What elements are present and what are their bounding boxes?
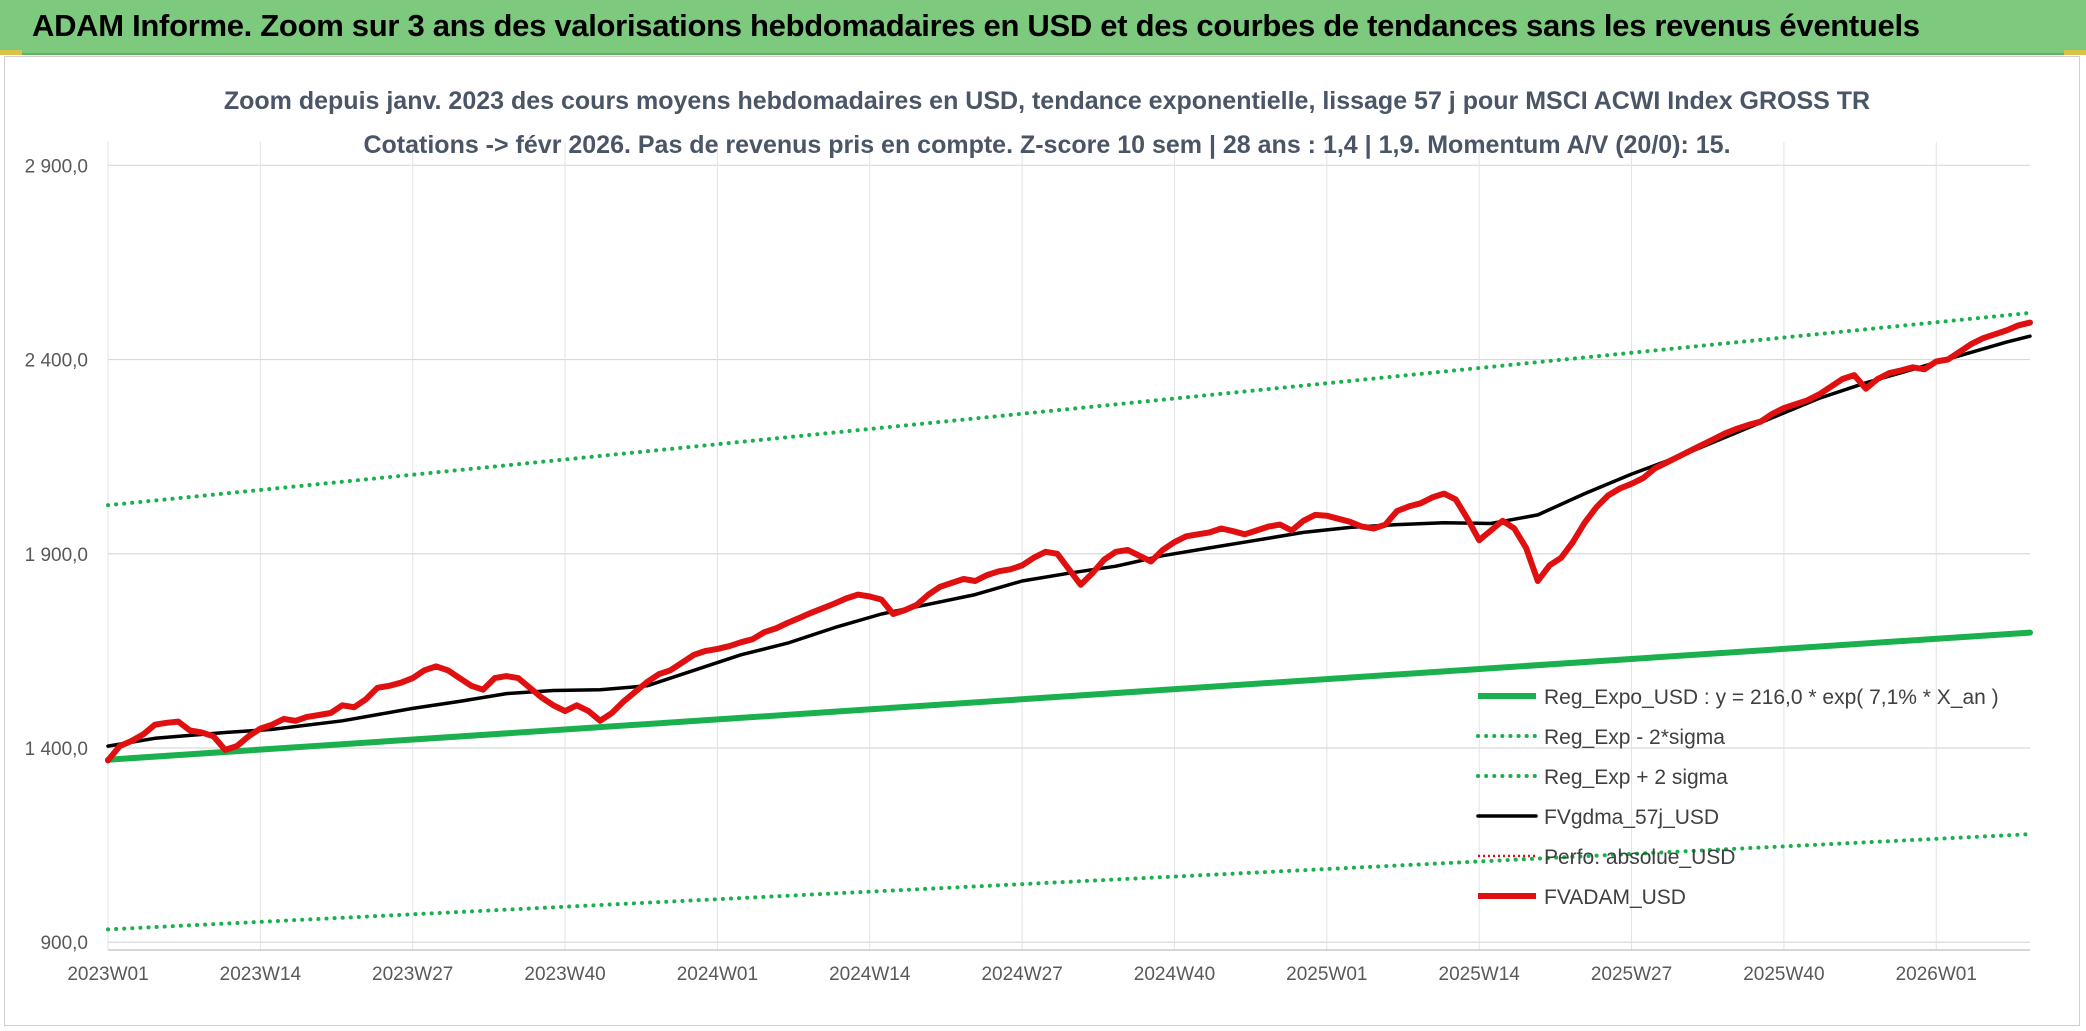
chart-border: [4, 56, 2080, 1026]
y-axis-tick-labels: 900,0 1 400,0 1 900,0 2 400,0 2 900,0: [25, 156, 88, 954]
series-line-3: [106, 334, 2032, 748]
y-tick-label: 2 900,0: [25, 156, 88, 177]
x-tick-label: 2025W01: [1286, 964, 1367, 985]
y-tick-label: 2 400,0: [25, 351, 88, 372]
series-line-1: [106, 832, 2032, 932]
report-title: ADAM Informe. Zoom sur 3 ans des valoris…: [32, 8, 1920, 43]
legend-label: Perfo. absolue_USD: [1544, 846, 1735, 869]
legend-label: FVgdma_57j_USD: [1544, 806, 1719, 829]
x-tick-label: 2026W01: [1896, 964, 1977, 985]
x-tick-label: 2023W14: [220, 964, 302, 985]
y-tick-label: 1 400,0: [25, 739, 88, 760]
series-line-0: [105, 629, 2033, 763]
x-tick-label: 2025W14: [1439, 964, 1521, 985]
legend-label: FVADAM_USD: [1544, 886, 1686, 909]
chart-series-layer: [105, 310, 2033, 932]
header-band: [0, 0, 2086, 55]
chart-subtitle: Cotations -> févr 2026. Pas de revenus p…: [363, 131, 1730, 159]
x-axis-tick-labels: 2023W01 2023W14 2023W27 2023W40 2024W01 2024W…: [67, 964, 1977, 985]
series-line-5: [105, 319, 2033, 764]
chart-grid: [107, 142, 2030, 951]
x-tick-label: 2024W40: [1134, 964, 1215, 985]
legend-label: Reg_Exp + 2 sigma: [1544, 766, 1728, 789]
x-tick-label: 2023W27: [372, 964, 453, 985]
x-tick-label: 2025W27: [1591, 964, 1672, 985]
x-tick-label: 2024W01: [677, 964, 758, 985]
x-tick-label: 2023W01: [67, 964, 148, 985]
x-tick-label: 2024W27: [981, 964, 1062, 985]
y-tick-label: 1 900,0: [25, 545, 88, 566]
x-tick-label: 2024W14: [829, 964, 911, 985]
x-tick-label: 2025W40: [1743, 964, 1824, 985]
chart-title: Zoom depuis janv. 2023 des cours moyens …: [224, 87, 1870, 115]
legend-label: Reg_Exp - 2*sigma: [1544, 726, 1725, 749]
header-accent-left: [0, 50, 22, 55]
y-tick-label: 900,0: [40, 933, 88, 954]
header-accent-right: [2064, 50, 2086, 55]
series-line-2: [106, 310, 2032, 508]
legend-label: Reg_Expo_USD : y = 216,0 * exp( 7,1% * X…: [1544, 686, 1999, 709]
x-tick-label: 2023W40: [524, 964, 605, 985]
chart-legend: Reg_Expo_USD : y = 216,0 * exp( 7,1% * X…: [1476, 686, 1999, 909]
